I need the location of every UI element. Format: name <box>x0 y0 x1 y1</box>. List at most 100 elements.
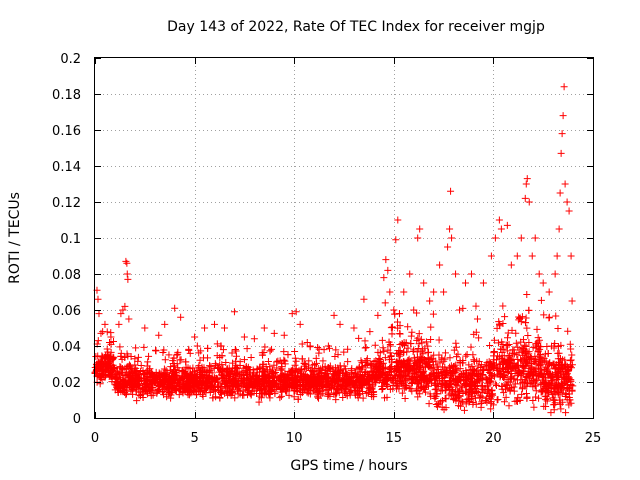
data-point <box>155 385 163 393</box>
data-point <box>233 369 241 377</box>
data-point <box>117 369 125 377</box>
data-point <box>217 342 225 350</box>
data-point <box>440 406 448 414</box>
data-point <box>426 390 434 398</box>
data-point <box>381 354 389 362</box>
data-point <box>236 387 244 395</box>
data-point <box>127 375 135 383</box>
data-point <box>404 363 412 371</box>
data-point <box>513 376 521 384</box>
data-point <box>534 347 542 355</box>
data-point <box>260 360 268 368</box>
y-tick-labels: 0 0.02 0.04 0.06 0.08 0.1 0.12 0.14 0.16 0.18 0.2 <box>52 52 81 427</box>
data-point <box>565 386 573 394</box>
data-point <box>370 376 378 384</box>
data-point <box>305 357 313 365</box>
data-point <box>344 345 352 353</box>
data-point <box>385 338 393 346</box>
data-point <box>329 377 337 385</box>
data-point <box>351 369 359 377</box>
data-point <box>522 359 530 367</box>
data-point <box>331 353 339 361</box>
data-point <box>534 360 542 368</box>
data-point <box>568 297 576 305</box>
data-point <box>182 358 190 366</box>
data-point <box>91 369 99 377</box>
data-point <box>141 376 149 384</box>
y-tick-label: 0.2 <box>60 52 81 67</box>
data-point <box>168 377 176 385</box>
data-point <box>347 376 355 384</box>
data-point <box>145 352 153 360</box>
data-point <box>398 389 406 397</box>
data-point <box>404 344 412 352</box>
data-point <box>495 216 503 224</box>
data-point <box>123 270 131 278</box>
data-point <box>552 364 560 372</box>
data-point <box>253 390 261 398</box>
data-point <box>538 386 546 394</box>
data-point <box>454 402 462 410</box>
data-point <box>477 363 485 371</box>
data-point <box>567 356 575 364</box>
data-point <box>360 295 368 303</box>
data-point <box>568 351 576 359</box>
data-point <box>96 372 104 380</box>
data-point <box>431 381 439 389</box>
data-point <box>317 387 325 395</box>
data-point <box>566 340 574 348</box>
data-point <box>298 340 306 348</box>
data-point <box>510 359 518 367</box>
data-point <box>530 366 538 374</box>
data-point <box>218 367 226 375</box>
data-point <box>492 356 500 364</box>
data-point <box>103 345 111 353</box>
data-point <box>522 180 530 188</box>
data-point <box>568 361 576 369</box>
data-point <box>108 364 116 372</box>
data-point <box>280 373 288 381</box>
data-point <box>486 342 494 350</box>
data-point <box>257 394 265 402</box>
data-point <box>200 385 208 393</box>
data-point <box>332 346 340 354</box>
data-point <box>426 372 434 380</box>
data-point <box>545 314 553 322</box>
data-point <box>306 342 314 350</box>
data-point <box>261 371 269 379</box>
data-point <box>396 330 404 338</box>
data-point <box>489 364 497 372</box>
data-point <box>222 359 230 367</box>
data-point <box>508 326 516 334</box>
data-point <box>153 389 161 397</box>
data-point <box>346 391 354 399</box>
data-point <box>324 370 332 378</box>
data-point <box>140 343 148 351</box>
data-point <box>161 356 169 364</box>
data-point <box>160 370 168 378</box>
data-point <box>176 356 184 364</box>
data-point <box>472 400 480 408</box>
data-point <box>281 360 289 368</box>
data-point <box>523 291 531 299</box>
data-point <box>539 387 547 395</box>
data-point <box>381 299 389 307</box>
data-point <box>528 252 536 260</box>
data-point <box>515 367 523 375</box>
data-point <box>412 359 420 367</box>
data-point <box>402 339 410 347</box>
data-point <box>467 343 475 351</box>
data-point <box>452 270 460 278</box>
data-point <box>462 388 470 396</box>
data-point <box>370 393 378 401</box>
data-point <box>233 364 241 372</box>
data-point <box>541 392 549 400</box>
data-point <box>106 338 114 346</box>
data-point <box>513 351 521 359</box>
data-point <box>503 381 511 389</box>
data-point <box>285 391 293 399</box>
data-point <box>458 398 466 406</box>
data-point <box>400 348 408 356</box>
data-point <box>418 372 426 380</box>
data-point <box>109 367 117 375</box>
